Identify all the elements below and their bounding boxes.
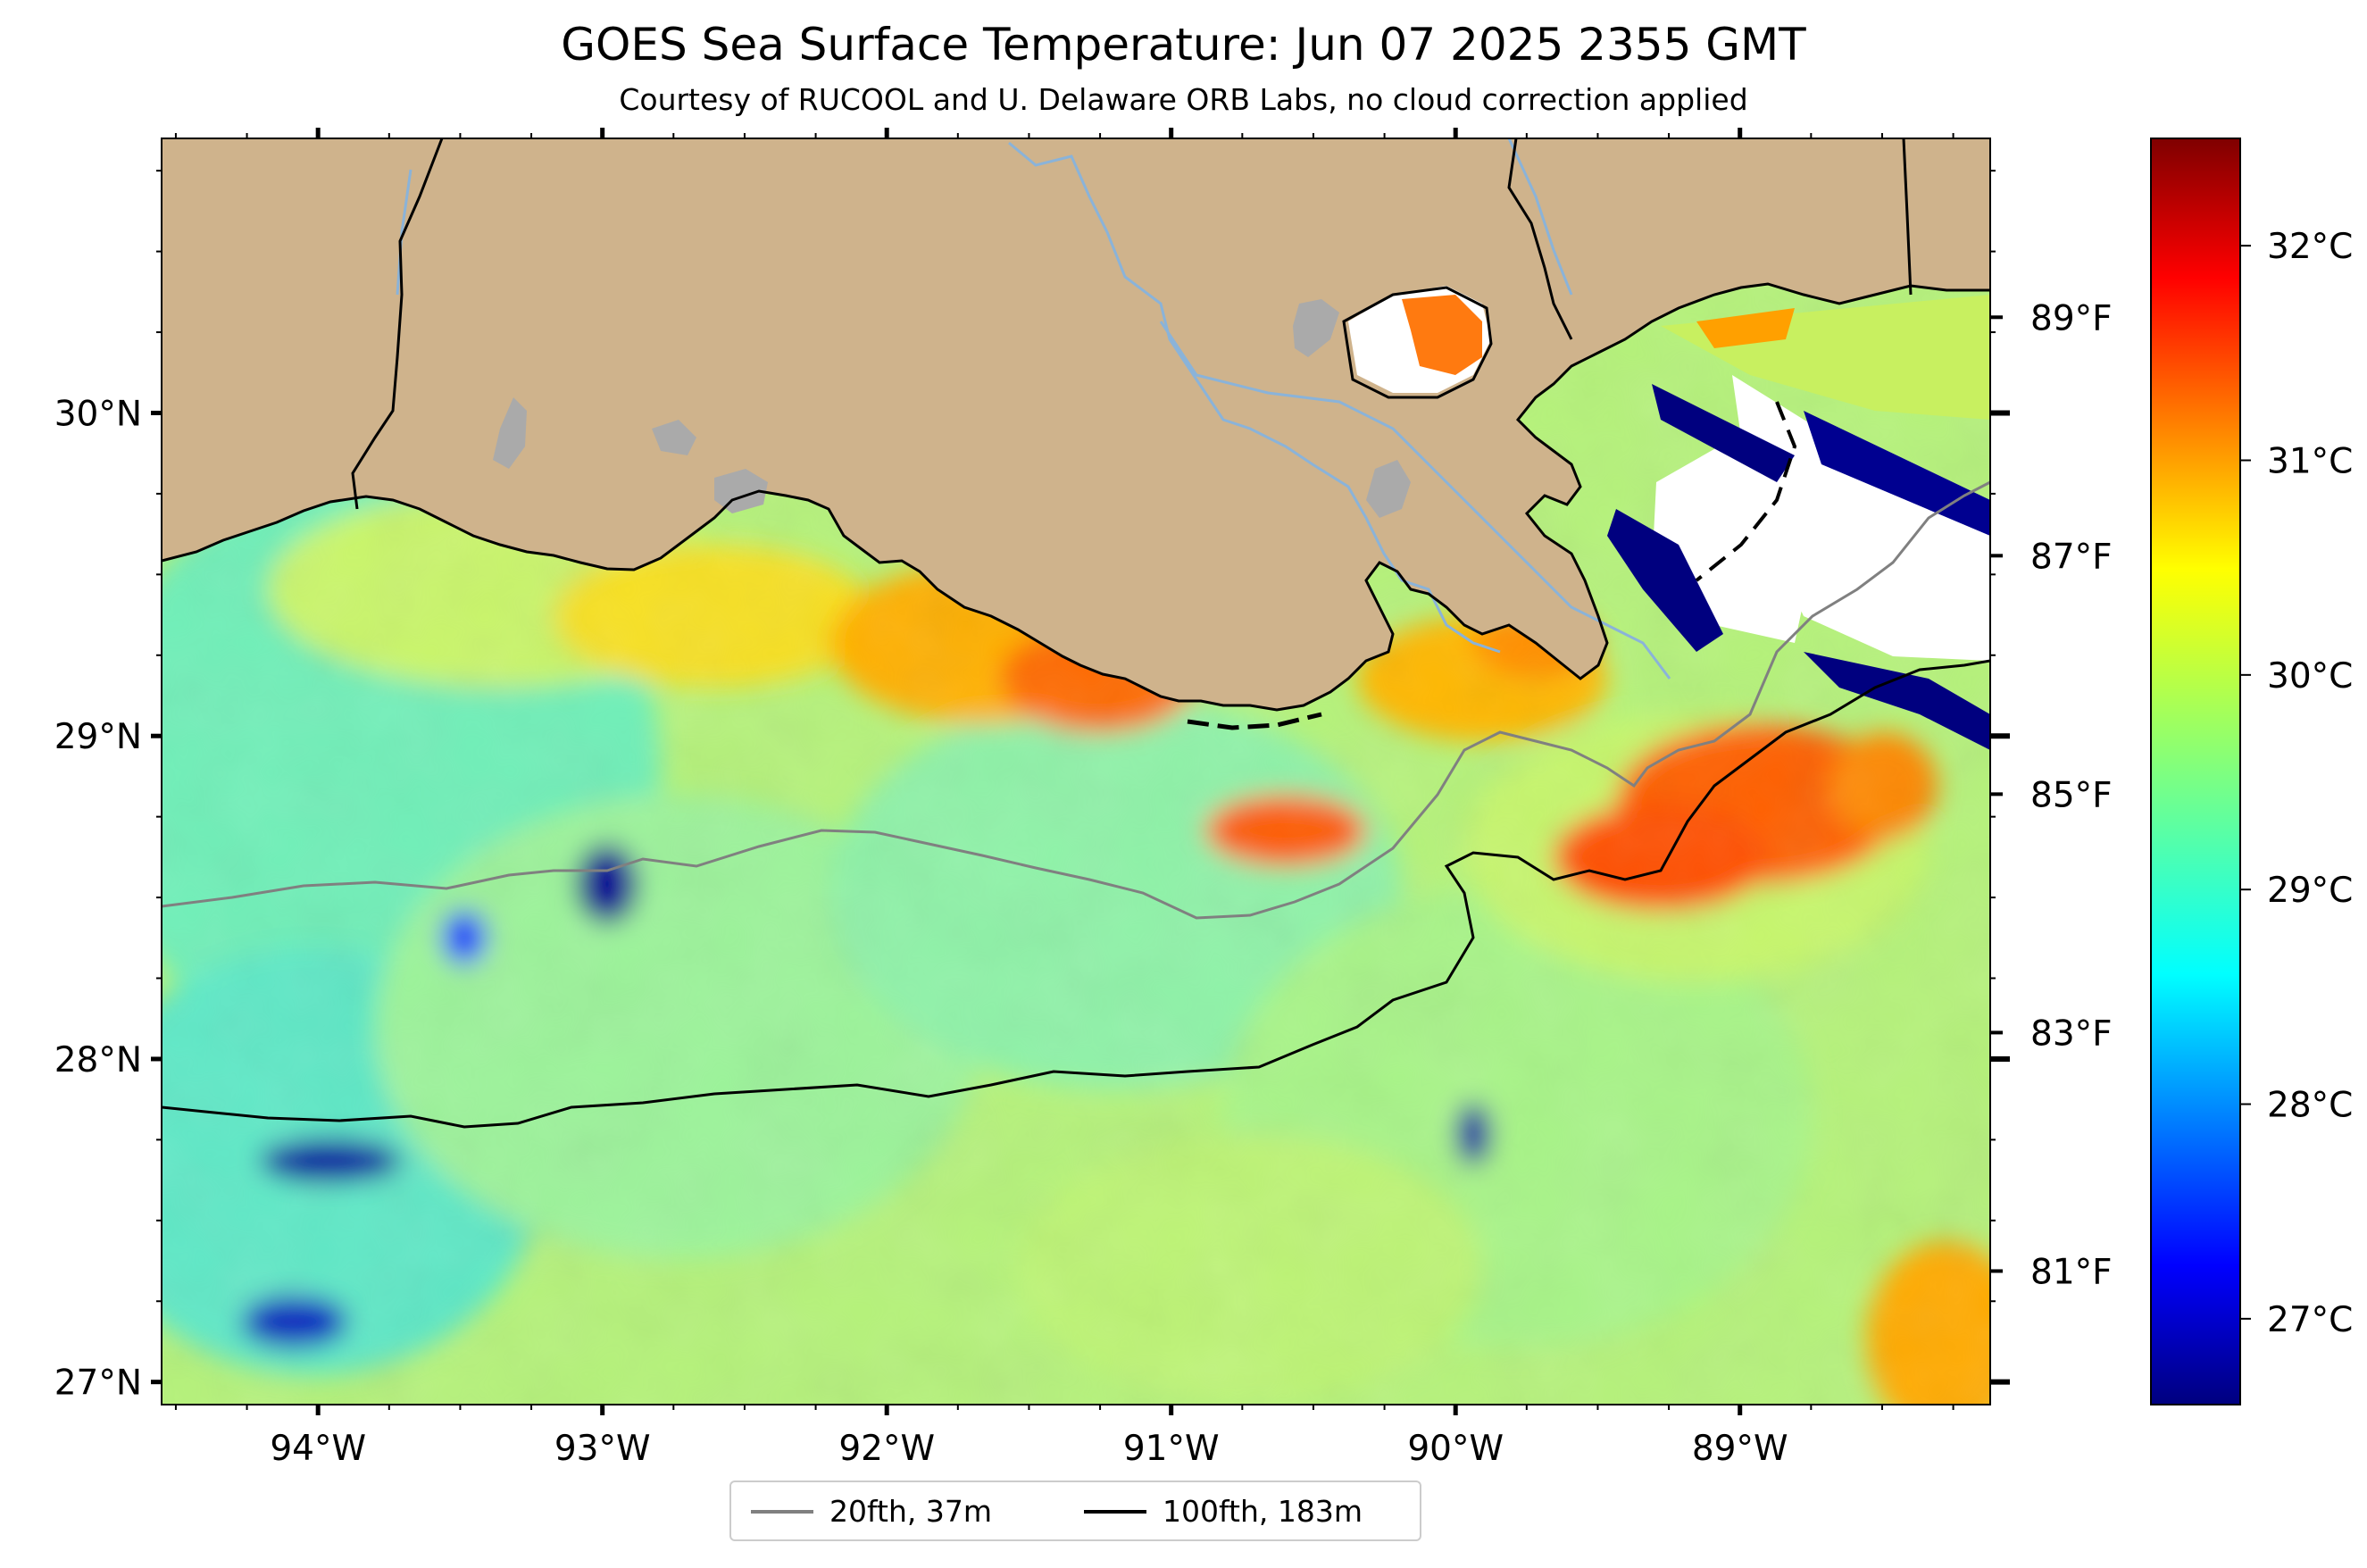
lat-tick-label: 27°N [54,1364,142,1404]
map-title: GOES Sea Surface Temperature: Jun 07 202… [561,19,1806,71]
legend-swatch-100fth [1084,1510,1146,1514]
celsius-tick-label: 30°C [2267,656,2353,696]
celsius-tick-label: 27°C [2267,1300,2353,1340]
map-axis-ticks: 94°W 93°W 92°W 91°W 90°W 89°W 30°N 29°N 28°N 27°N [54,128,2010,1469]
inland-lakes [493,299,1411,518]
contour-dashed-2 [1187,712,1322,730]
lon-tick-label: 92°W [838,1429,935,1469]
celsius-tick-label: 29°C [2267,871,2353,911]
contour-20fth [162,480,1990,920]
legend-label-100fth: 100fth, 183m [1163,1494,1363,1529]
map-subtitle: Courtesy of RUCOOL and U. Delaware ORB L… [619,82,1748,117]
rivers [396,138,1671,680]
lon-tick-label: 90°W [1407,1429,1504,1469]
legend-item-20fth: 20fth, 37m [751,1494,992,1530]
legend-swatch-20fth [751,1510,813,1514]
celsius-tick-label: 32°C [2267,227,2353,267]
contour-dashed [1695,401,1797,582]
fahrenheit-tick-label: 81°F [2030,1252,2113,1292]
fahrenheit-tick-label: 87°F [2030,537,2113,577]
lon-tick-label: 93°W [554,1429,651,1469]
celsius-tick-label: 31°C [2267,442,2353,482]
colorbar-ticks: 27°C 28°C 29°C 30°C 31°C 32°C 81°F 83°F 85°F 87°F… [1990,227,2353,1340]
legend-item-100fth: 100fth, 183m [1084,1494,1363,1530]
lon-tick-label: 89°W [1692,1429,1788,1469]
fahrenheit-tick-label: 85°F [2030,775,2113,815]
fahrenheit-tick-label: 83°F [2030,1013,2113,1054]
legend-label-20fth: 20fth, 37m [829,1494,992,1529]
state-border-ms-al [1902,138,1913,296]
celsius-tick-label: 28°C [2267,1086,2353,1126]
contour-legend: 20fth, 37m 100fth, 183m [729,1480,1421,1541]
map-frame [161,138,1991,1405]
contour-100fth [162,659,1990,1129]
fahrenheit-tick-label: 89°F [2030,298,2113,338]
state-border-east [1507,138,1573,340]
lat-tick-label: 29°N [54,717,142,757]
colorbar-gradient [2150,138,2241,1405]
lat-tick-label: 28°N [54,1040,142,1080]
state-border [351,138,444,510]
lon-tick-label: 94°W [270,1429,366,1469]
coastline [162,282,1990,712]
sst-field [162,138,1990,1405]
lat-tick-label: 30°N [54,394,142,434]
lon-tick-label: 91°W [1123,1429,1220,1469]
